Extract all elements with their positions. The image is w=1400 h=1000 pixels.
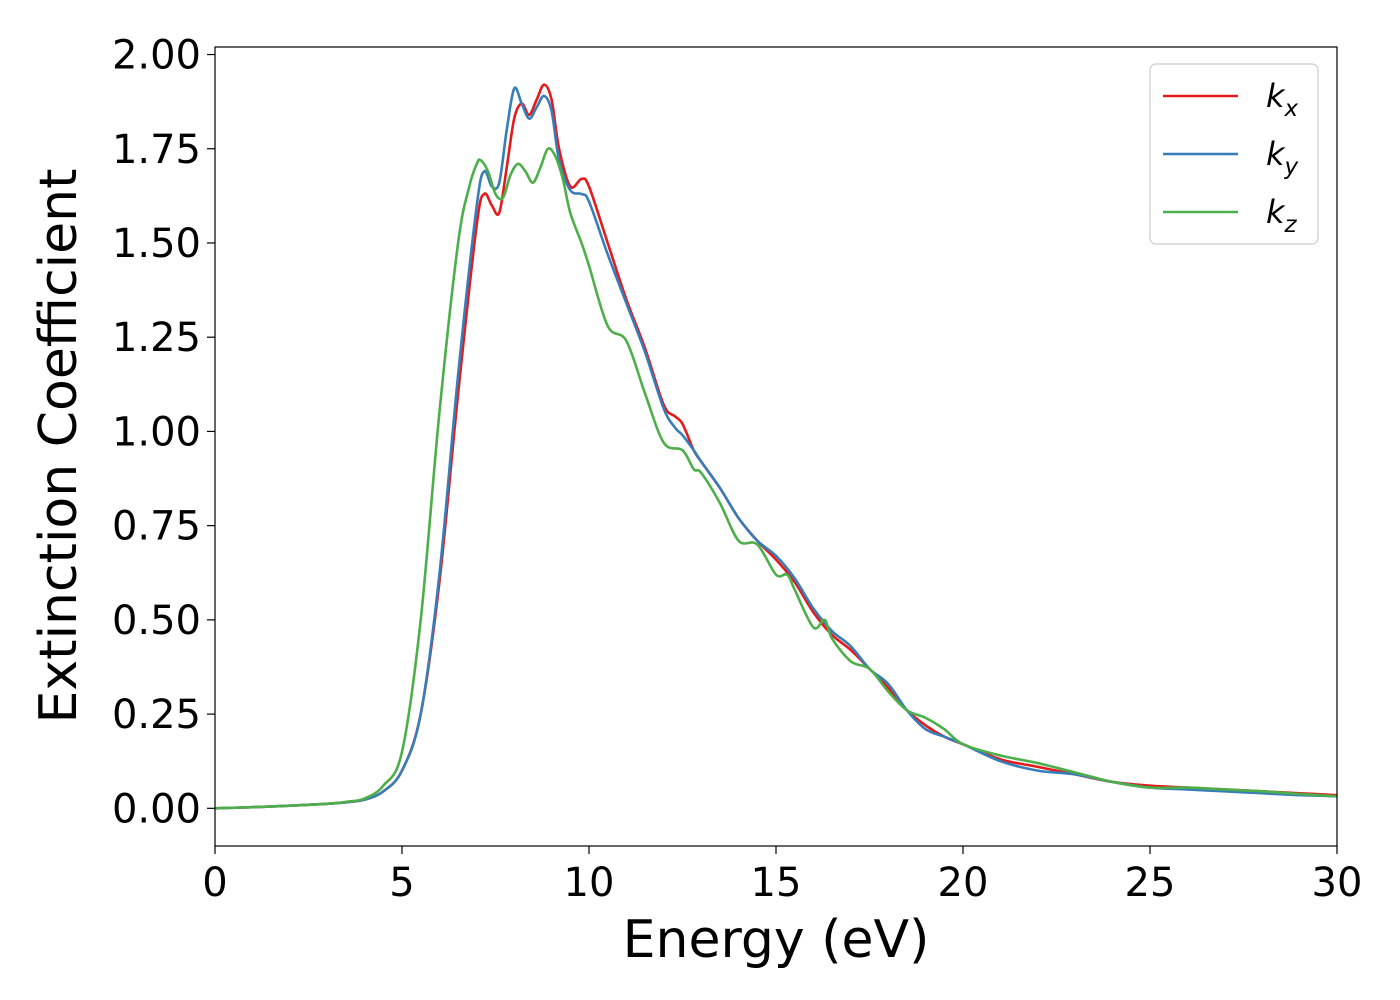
y-tick-label: 0.50: [112, 598, 201, 644]
y-tick-label: 0.25: [112, 692, 201, 738]
x-tick-label: 25: [1125, 860, 1176, 906]
x-tick-label: 30: [1312, 860, 1363, 906]
y-tick-label: 1.25: [112, 315, 201, 361]
x-axis: 0 5 10 15 20 25 30: [202, 846, 1362, 906]
series-line-kz: [215, 147, 1337, 810]
legend-label-kz: kz: [1266, 193, 1298, 238]
legend-label-ky: ky: [1266, 135, 1299, 180]
legend: kx ky kz: [1149, 63, 1319, 245]
y-tick-label: 1.00: [112, 409, 201, 455]
y-axis: 0.00 0.25 0.50 0.75 1.00 1.25 1.50 1.75 2.00: [112, 33, 215, 832]
y-tick-label: 1.75: [112, 127, 201, 173]
y-tick-label: 0.75: [112, 504, 201, 550]
x-axis-title: Energy (eV): [623, 910, 930, 970]
y-tick-label: 2.00: [112, 33, 201, 79]
x-tick-label: 15: [751, 860, 802, 906]
x-tick-label: 5: [389, 860, 414, 906]
series-layer: [215, 83, 1337, 810]
y-tick-label: 1.50: [112, 221, 201, 267]
x-tick-label: 20: [938, 860, 989, 906]
y-tick-label: 0.00: [112, 786, 201, 832]
y-axis-title: Extinction Coefficient: [29, 169, 89, 724]
legend-label-kx: kx: [1266, 77, 1299, 122]
x-tick-label: 0: [202, 860, 227, 906]
x-tick-label: 10: [564, 860, 615, 906]
